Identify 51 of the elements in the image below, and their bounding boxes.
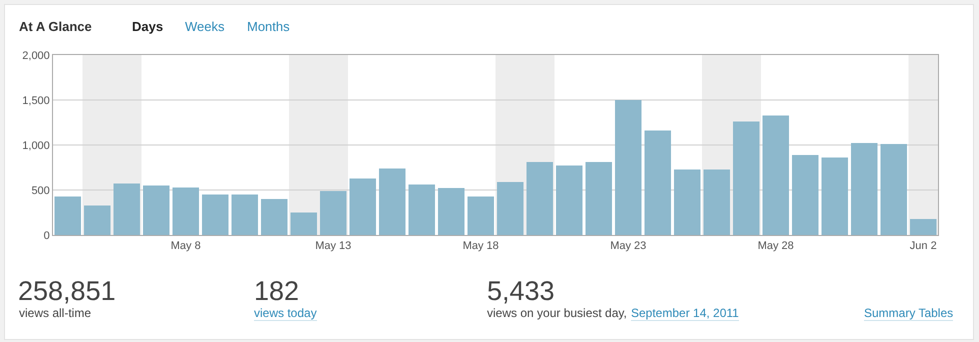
bar — [408, 184, 436, 235]
bar — [556, 166, 583, 235]
bar — [792, 154, 819, 235]
x-tick-label: May 23 — [610, 240, 646, 252]
text: views all-time — [19, 306, 92, 320]
bar — [614, 100, 642, 235]
text: views today — [254, 306, 317, 321]
text: Weeks — [185, 19, 224, 34]
y-tick-label: 1,500 — [22, 94, 50, 107]
bar — [202, 194, 229, 235]
bar — [467, 196, 494, 235]
text: September 14, 2011 — [631, 306, 739, 321]
bar — [172, 187, 200, 235]
text: 182 — [254, 276, 300, 307]
text: 258,851 — [18, 276, 116, 307]
bar — [260, 199, 288, 235]
x-tick-label: May 8 — [170, 240, 201, 252]
y-tick-label: 1,000 — [22, 140, 50, 152]
bar — [850, 143, 878, 235]
bar — [644, 130, 672, 235]
bar — [526, 162, 554, 235]
bar — [349, 178, 376, 235]
bar — [703, 169, 730, 235]
text: Months — [247, 19, 290, 34]
y-tick-label: 0 — [44, 230, 50, 242]
text: 5,433 — [487, 276, 555, 307]
bar — [910, 218, 937, 235]
bar — [290, 212, 318, 235]
bar — [320, 190, 347, 235]
x-tick-label: May 18 — [462, 240, 499, 252]
text: views on your busiest day, — [487, 306, 627, 320]
bar — [231, 194, 258, 235]
bar — [84, 205, 111, 235]
bar — [378, 168, 406, 235]
bar — [674, 169, 701, 235]
bar — [732, 122, 760, 235]
bar — [438, 188, 465, 235]
bar — [142, 186, 170, 235]
bar — [585, 162, 612, 235]
bar — [113, 184, 140, 235]
text: Days — [132, 19, 164, 34]
text: Summary Tables — [864, 306, 954, 321]
x-tick-label: Jun 2 — [910, 240, 937, 252]
bar — [496, 182, 524, 235]
y-tick-label: 500 — [31, 184, 50, 197]
bar — [54, 196, 82, 235]
x-tick-label: May 28 — [758, 240, 794, 252]
x-tick-label: May 13 — [315, 240, 352, 252]
chart-title: At A Glance — [19, 19, 92, 34]
y-tick-label: 2,000 — [22, 50, 50, 62]
bar — [821, 158, 848, 235]
